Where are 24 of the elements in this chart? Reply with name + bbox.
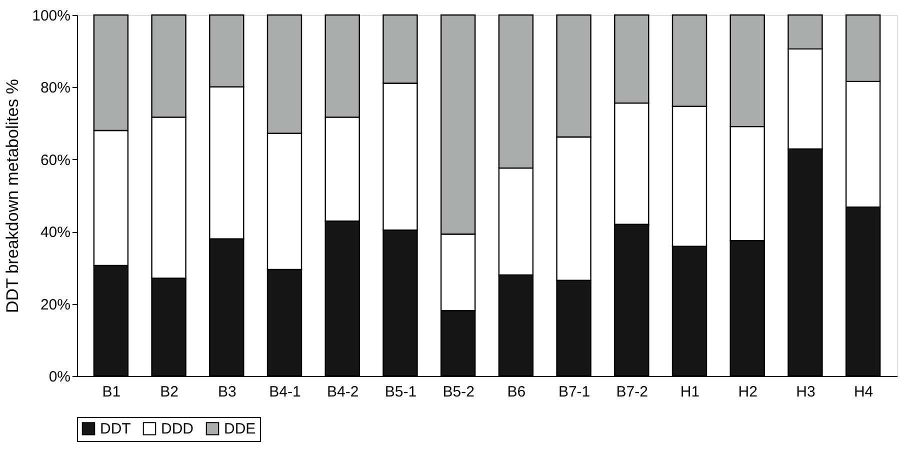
x-tick-label: B4-2 — [327, 384, 359, 400]
legend-label: DDD — [161, 420, 194, 438]
x-tick-label: B5-1 — [384, 384, 417, 400]
x-tick-label: H2 — [738, 384, 758, 400]
y-tick-label: 40% — [40, 224, 70, 242]
y-tick-label: 80% — [40, 80, 70, 97]
x-tick-label: B3 — [218, 384, 236, 400]
x-tick-label: B7-2 — [616, 384, 648, 400]
y-tick-label: 100% — [32, 8, 70, 24]
y-tick-label: 20% — [40, 296, 70, 314]
legend-label: DDT — [100, 420, 131, 438]
legend-label: DDE — [224, 420, 256, 438]
y-tick-label: 0% — [48, 368, 70, 386]
x-tick-label: B1 — [102, 384, 121, 400]
x-tick-label: H1 — [680, 384, 700, 400]
x-tick-label: B5-2 — [442, 384, 474, 400]
y-tick-label: 60% — [40, 152, 70, 169]
x-tick-label: B6 — [507, 384, 526, 400]
y-axis-title: DDT breakdown metabolites % — [3, 78, 22, 314]
x-tick-label: B4-1 — [269, 384, 301, 400]
x-tick-label: B7-1 — [558, 384, 590, 400]
x-tick-label: H4 — [854, 384, 874, 400]
x-tick-label: H3 — [796, 384, 816, 400]
x-tick-label: B2 — [160, 384, 178, 400]
